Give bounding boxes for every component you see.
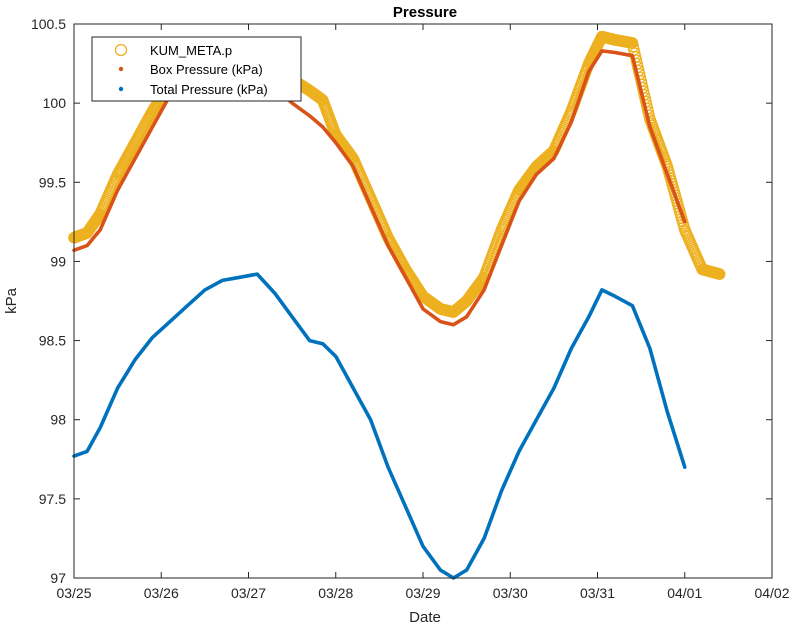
y-tick-label: 99: [50, 253, 66, 269]
y-tick-label: 99.5: [39, 174, 66, 190]
legend: KUM_META.p Box Pressure (kPa) Total Pressu…: [91, 36, 302, 102]
y-tick-label: 98: [50, 412, 66, 428]
y-tick-label: 97.5: [39, 491, 66, 507]
y-axis-label: kPa: [3, 287, 20, 314]
legend-marker: [118, 86, 124, 92]
chart-title: Pressure: [393, 4, 457, 21]
data-point: [713, 268, 726, 280]
x-tick-label: 03/25: [56, 585, 91, 601]
series-total-pressure: [72, 272, 687, 580]
x-axis-label: Date: [409, 609, 441, 626]
legend-label: Box Pressure (kPa): [150, 62, 263, 77]
x-tick-label: 03/31: [580, 585, 615, 601]
y-tick-label: 100.5: [31, 16, 66, 32]
y-tick-label: 97: [50, 570, 66, 586]
x-tick-label: 03/29: [405, 585, 440, 601]
legend-label: KUM_META.p: [150, 43, 232, 58]
x-tick-label: 03/27: [231, 585, 266, 601]
series-line: [72, 272, 687, 580]
x-tick-label: 04/01: [667, 585, 702, 601]
ticks-layer: 03/25 03/26 03/27 03/28 03/29 03/30 03/31 04/01…: [31, 16, 790, 601]
y-tick-label: 98.5: [39, 333, 66, 349]
x-tick-label: 03/30: [493, 585, 528, 601]
legend-label: Total Pressure (kPa): [150, 82, 268, 97]
x-tick-label: 03/28: [318, 585, 353, 601]
x-tick-label: 04/02: [754, 585, 789, 601]
legend-marker: [118, 66, 124, 72]
x-tick-label: 03/26: [144, 585, 179, 601]
legend-box: [91, 36, 302, 102]
legend-marker: [114, 43, 128, 57]
y-tick-label: 100: [43, 95, 67, 111]
